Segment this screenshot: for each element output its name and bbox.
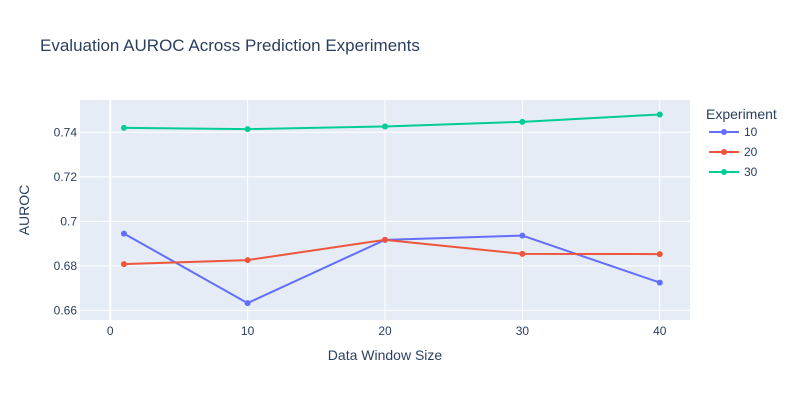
y-tick-label: 0.7	[60, 214, 77, 228]
y-axis-ticks: 0.66 0.68 0.7 0.72 0.74	[54, 125, 78, 317]
legend-label: 10	[744, 125, 758, 139]
legend-title: Experiment	[706, 106, 777, 122]
data-point-20[interactable]	[519, 250, 526, 257]
x-tick-label: 20	[378, 324, 392, 338]
legend-label: 20	[744, 145, 758, 159]
y-tick-label: 0.74	[54, 125, 78, 139]
x-tick-label: 10	[241, 324, 255, 338]
data-point-10[interactable]	[244, 300, 251, 307]
legend-label: 30	[744, 165, 758, 179]
x-tick-label: 40	[653, 324, 667, 338]
legend-swatch-marker	[721, 129, 727, 135]
data-point-20[interactable]	[656, 251, 663, 258]
x-tick-label: 30	[516, 324, 530, 338]
series-group	[120, 111, 663, 307]
data-point-30[interactable]	[656, 111, 663, 118]
y-tick-label: 0.66	[54, 303, 78, 317]
data-point-10[interactable]	[120, 230, 127, 237]
data-point-30[interactable]	[382, 123, 388, 130]
data-point-20[interactable]	[244, 257, 251, 264]
y-tick-label: 0.68	[54, 259, 78, 273]
x-axis-title: Data Window Size	[328, 347, 443, 363]
data-point-20[interactable]	[382, 236, 388, 243]
legend-item-10[interactable]: 10	[709, 125, 758, 139]
y-tick-label: 0.72	[54, 170, 78, 184]
legend-swatch-marker	[721, 169, 727, 175]
legend-swatch-marker	[721, 149, 727, 155]
data-point-30[interactable]	[519, 118, 526, 125]
x-tick-label: 0	[107, 324, 114, 338]
series-20[interactable]	[120, 236, 663, 268]
gridlines	[80, 100, 690, 320]
data-point-30[interactable]	[120, 124, 127, 131]
y-axis-title: AUROC	[16, 185, 32, 236]
legend[interactable]: Experiment 10 20 30	[706, 106, 777, 179]
chart-title: Evaluation AUROC Across Prediction Exper…	[40, 36, 420, 55]
data-point-10[interactable]	[519, 232, 526, 239]
x-axis-ticks: 0 10 20 30 40	[107, 324, 667, 338]
data-point-30[interactable]	[244, 126, 251, 133]
data-point-20[interactable]	[120, 261, 127, 268]
data-point-10[interactable]	[656, 279, 663, 286]
series-30[interactable]	[120, 111, 663, 133]
legend-item-20[interactable]: 20	[709, 145, 758, 159]
legend-item-30[interactable]: 30	[709, 165, 758, 179]
